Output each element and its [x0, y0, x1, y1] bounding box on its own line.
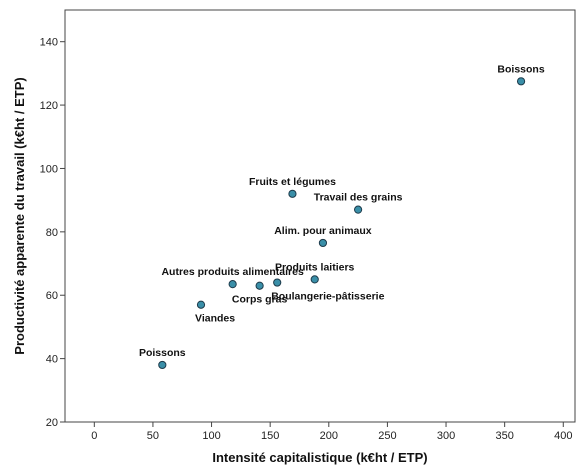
x-tick-label: 350 [495, 430, 513, 442]
x-tick-label: 100 [202, 430, 220, 442]
data-point [158, 360, 167, 370]
data-label: Alim. pour animaux [274, 225, 372, 237]
x-tick-label: 300 [437, 430, 455, 442]
y-tick-label: 60 [46, 290, 58, 302]
y-axis: 20 40 60 80 100 120 140 [40, 37, 65, 429]
data-point [310, 275, 319, 284]
plot-frame [64, 9, 576, 423]
x-tick-label: 50 [147, 430, 159, 442]
data-label: Travail des grains [314, 192, 403, 204]
data-label: Autres produits alimentaires [161, 266, 304, 278]
data-label: Boissons [497, 63, 544, 75]
data-label: Poissons [139, 347, 186, 359]
y-tick-label: 120 [40, 100, 58, 112]
data-points [158, 77, 526, 370]
data-point [196, 300, 206, 309]
y-axis-title: Productivité apparente du travail (k€ht … [12, 77, 27, 354]
data-label: Viandes [195, 313, 235, 325]
data-point [255, 281, 264, 290]
x-axis: 0 50 100 150 200 250 300 350 400 [91, 422, 572, 442]
x-tick-label: 250 [378, 430, 396, 442]
x-tick-label: 200 [320, 430, 338, 442]
data-label: Fruits et légumes [249, 176, 336, 188]
x-tick-label: 0 [91, 430, 97, 442]
x-tick-label: 150 [261, 430, 279, 442]
data-point [516, 77, 526, 86]
y-tick-label: 80 [46, 227, 58, 239]
data-label: Boulangerie-pâtisserie [271, 291, 384, 303]
y-tick-label: 20 [46, 417, 58, 429]
data-label: Produits laitiers [275, 261, 355, 273]
data-point [288, 189, 297, 198]
data-labels: Boissons Fruits et légumes Travail des gra… [139, 63, 545, 359]
y-tick-label: 40 [46, 354, 58, 366]
data-point [354, 205, 363, 214]
y-tick-label: 100 [40, 163, 58, 175]
data-point [228, 280, 237, 289]
y-tick-label: 140 [40, 37, 58, 49]
data-point [273, 278, 282, 287]
data-label: Corps gras [232, 294, 288, 306]
x-tick-label: 400 [554, 430, 572, 442]
x-axis-title: Intensité capitalistique (k€ht / ETP) [212, 450, 427, 465]
data-point [318, 238, 328, 248]
